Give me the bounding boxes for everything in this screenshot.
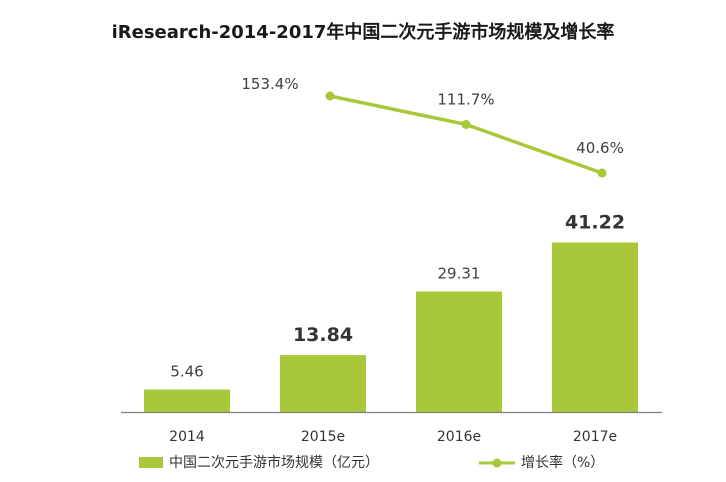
bar-value-label: 29.31 xyxy=(438,265,481,283)
legend-bar-swatch xyxy=(139,457,163,468)
growth-value-label: 40.6% xyxy=(576,139,624,157)
growth-value-label: 111.7% xyxy=(437,90,494,108)
x-ticks-group: 2014 2015e 2016e 2017e xyxy=(169,429,617,445)
chart-title: iResearch-2014-2017年中国二次元手游市场规模及增长率 xyxy=(112,21,615,43)
growth-value-label: 153.4% xyxy=(241,75,298,93)
bar-2017e xyxy=(552,242,638,412)
x-tick-label: 2014 xyxy=(169,429,205,445)
bar-value-label: 41.22 xyxy=(565,212,625,234)
legend-bar-label: 中国二次元手游市场规模（亿元） xyxy=(169,454,379,471)
bars-group xyxy=(144,242,638,412)
x-tick-label: 2017e xyxy=(573,429,617,445)
growth-point-2015e xyxy=(325,91,335,101)
bar-value-label: 13.84 xyxy=(293,324,353,346)
bar-labels-group: 5.46 13.84 29.31 41.22 xyxy=(170,212,625,381)
bar-2014 xyxy=(144,389,230,412)
growth-point-2016e xyxy=(461,119,471,129)
bar-value-label: 5.46 xyxy=(170,363,203,381)
legend-line-label: 增长率（%） xyxy=(521,454,604,471)
x-tick-label: 2016e xyxy=(437,429,481,445)
x-tick-label: 2015e xyxy=(301,429,345,445)
legend-line-marker xyxy=(492,458,502,468)
legend: 中国二次元手游市场规模（亿元） 增长率（%） xyxy=(139,454,604,471)
bar-2015e xyxy=(280,355,366,412)
growth-line-group: 153.4% 111.7% 40.6% xyxy=(241,75,624,178)
growth-point-2017e xyxy=(597,168,607,178)
bar-2016e xyxy=(416,291,502,412)
